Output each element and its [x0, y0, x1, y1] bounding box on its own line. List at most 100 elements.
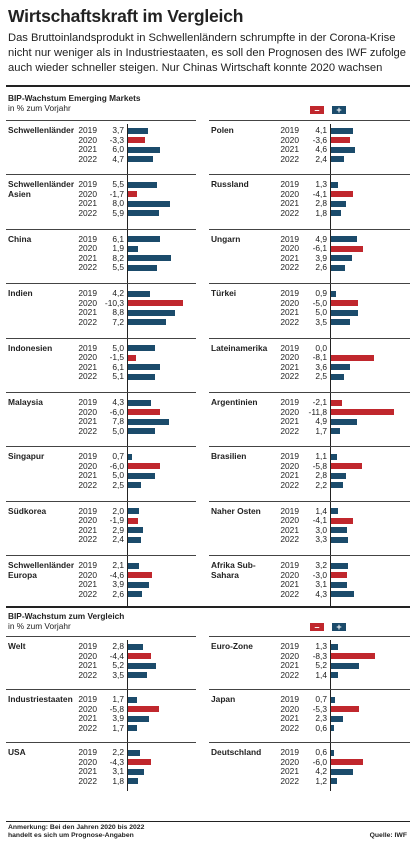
- value-label: 4,9: [315, 416, 327, 426]
- bar-positive: [331, 749, 335, 756]
- year-label: 2019: [78, 125, 97, 135]
- value-label: 2,5: [112, 479, 124, 490]
- group-separator: [6, 392, 196, 393]
- year-label: 2020: [280, 297, 299, 308]
- group-separator: [6, 228, 196, 230]
- bar-positive: [128, 364, 161, 371]
- year-label: 2020: [78, 515, 97, 526]
- value-label: 5,5: [112, 179, 124, 190]
- value-label: 4,7: [112, 153, 124, 164]
- group-name: Euro-Zone: [211, 641, 253, 651]
- value-label: 2,4: [315, 153, 327, 164]
- bar-positive: [331, 146, 356, 153]
- bar-positive: [331, 768, 354, 775]
- value-label: -5,8: [312, 460, 327, 471]
- legend-positive: +: [332, 106, 346, 115]
- bar-positive: [331, 210, 341, 217]
- value-label: 2,2: [112, 747, 124, 757]
- group-separator: [209, 174, 410, 176]
- bar-positive: [128, 508, 139, 515]
- bar-negative: [128, 517, 139, 524]
- value-label: 3,7: [112, 125, 124, 135]
- value-label: -3,6: [312, 134, 327, 145]
- year-label: 2022: [280, 775, 299, 786]
- bar-positive: [128, 581, 149, 588]
- bar-positive: [128, 156, 153, 162]
- value-label: 0,6: [315, 747, 327, 757]
- value-label: 1,3: [315, 179, 327, 190]
- year-label: 2021: [280, 579, 299, 590]
- section-rule: [6, 606, 410, 608]
- year-label: 2021: [280, 307, 299, 318]
- group-name: Indonesien: [8, 342, 53, 353]
- bar-positive: [331, 309, 358, 316]
- group-separator: [6, 120, 196, 121]
- year-label: 2022: [78, 316, 97, 327]
- value-label: -8,3: [312, 650, 327, 661]
- value-label: 5,0: [112, 342, 124, 353]
- bar-positive: [128, 309, 175, 316]
- bar-negative: [331, 706, 360, 712]
- year-label: 2019: [280, 233, 299, 244]
- group-separator: [209, 689, 410, 690]
- bar-positive: [331, 672, 339, 678]
- year-label: 2020: [280, 756, 299, 767]
- value-label: -10,3: [104, 297, 124, 308]
- year-label: 2021: [280, 524, 299, 535]
- bar-positive: [128, 591, 142, 598]
- bar-positive: [128, 200, 171, 207]
- value-label: -4,1: [312, 515, 327, 526]
- bar-positive: [128, 373, 156, 380]
- value-label: 1,8: [315, 207, 327, 218]
- bar-positive: [128, 290, 151, 297]
- bar-positive: [128, 672, 147, 678]
- bar-positive: [331, 290, 336, 297]
- value-label: 1,9: [112, 243, 124, 254]
- value-label: 4,9: [315, 233, 327, 244]
- value-label: 2,5: [315, 371, 327, 382]
- year-label: 2019: [280, 288, 299, 299]
- value-label: 5,1: [112, 371, 124, 382]
- footnote: Anmerkung: Bei den Jahren 2020 bis 2022 …: [8, 824, 144, 840]
- value-label: 4,3: [112, 397, 124, 407]
- year-label: 2021: [280, 416, 299, 426]
- year-label: 2021: [280, 361, 299, 372]
- bar-positive: [331, 236, 357, 243]
- year-label: 2020: [78, 188, 97, 199]
- year-label: 2019: [78, 451, 97, 462]
- bar-positive: [128, 255, 172, 262]
- value-label: 3,3: [315, 534, 327, 545]
- year-label: 2022: [78, 262, 97, 273]
- year-label: 2022: [280, 722, 299, 733]
- source-label: Quelle: IWF: [369, 832, 407, 839]
- value-label: 1,1: [315, 451, 327, 462]
- year-label: 2019: [78, 694, 97, 704]
- bar-positive: [331, 778, 338, 784]
- value-label: 5,9: [112, 207, 124, 218]
- year-label: 2021: [78, 524, 97, 535]
- bar-positive: [128, 778, 138, 784]
- year-label: 2021: [78, 579, 97, 590]
- group-name: Lateinamerika: [211, 342, 268, 353]
- year-label: 2022: [280, 153, 299, 164]
- value-label: 0,6: [315, 722, 327, 733]
- zero-axis-line: [127, 124, 128, 606]
- year-label: 2021: [280, 660, 299, 670]
- bar-positive: [331, 200, 346, 207]
- value-label: -1,9: [109, 515, 124, 526]
- group-name: Schwellenländer Europa: [8, 560, 75, 580]
- year-label: 2019: [78, 342, 97, 353]
- year-label: 2019: [78, 397, 97, 407]
- year-label: 2019: [78, 560, 97, 571]
- group-separator: [6, 446, 196, 448]
- group-separator: [6, 555, 196, 557]
- group-separator: [209, 228, 410, 230]
- bar-positive: [331, 255, 352, 262]
- year-label: 2021: [78, 470, 97, 481]
- value-label: -1,7: [109, 188, 124, 199]
- legend-negative: –: [310, 623, 324, 632]
- bar-positive: [331, 319, 350, 326]
- value-label: 2,8: [315, 198, 327, 209]
- year-label: 2019: [280, 505, 299, 516]
- group-separator: [209, 392, 410, 393]
